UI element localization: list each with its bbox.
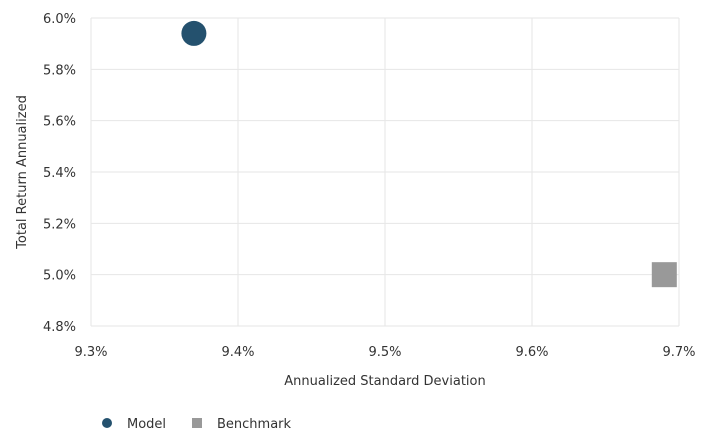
y-tick-label: 5.2% <box>43 217 76 232</box>
y-tick-label: 5.0% <box>43 269 76 284</box>
x-tick-label: 9.4% <box>221 345 254 360</box>
y-tick-label: 5.4% <box>43 166 76 181</box>
x-tick-label: 9.7% <box>662 345 695 360</box>
y-tick-label: 5.6% <box>43 115 76 130</box>
y-tick-label: 6.0% <box>43 12 76 27</box>
x-tick-label: 9.6% <box>515 345 548 360</box>
benchmark-point <box>651 262 677 288</box>
legend: Model Benchmark <box>102 417 292 430</box>
legend-benchmark-marker <box>192 418 202 428</box>
legend-model-marker <box>102 418 112 428</box>
x-tick-label: 9.3% <box>74 345 107 360</box>
y-tick-label: 4.8% <box>43 320 76 335</box>
model-point <box>181 20 207 46</box>
tick-layer: 9.3% 9.4% 9.5% 9.6% 9.7% 6.0% 5.8% 5.6% 5.4% 5.2%… <box>43 12 696 360</box>
legend-benchmark-label: Benchmark <box>217 417 292 430</box>
legend-model-label: Model <box>127 417 166 430</box>
y-axis-title: Total Return Annualized <box>15 95 30 250</box>
grid-layer <box>90 17 680 327</box>
x-axis-title: Annualized Standard Deviation <box>284 374 485 389</box>
mark-layer <box>181 20 677 288</box>
y-tick-label: 5.8% <box>43 63 76 78</box>
x-tick-label: 9.5% <box>368 345 401 360</box>
